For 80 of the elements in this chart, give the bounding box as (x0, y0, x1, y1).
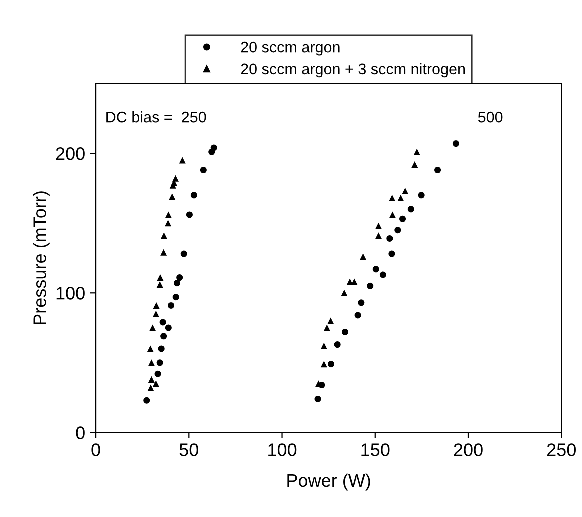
point (320, 361, 328, 368)
point (328, 318, 334, 324)
point (388, 250, 396, 258)
point (320, 342, 328, 350)
y-tick-label: 0 (76, 426, 85, 440)
point (400, 216, 406, 222)
x-tick-label: 200 (454, 444, 483, 456)
point (152, 380, 160, 388)
point (375, 222, 382, 230)
point (186, 212, 193, 218)
point (389, 194, 396, 202)
point (408, 206, 414, 213)
point (328, 361, 335, 368)
point (414, 148, 420, 156)
point (452, 140, 460, 148)
x-tick-label: 250 (547, 444, 576, 456)
point (144, 397, 150, 404)
point (153, 302, 160, 309)
point (324, 324, 330, 332)
point (168, 302, 175, 309)
point (172, 175, 179, 182)
point (342, 328, 348, 336)
point (389, 212, 396, 218)
y-tick-label: 200 (56, 147, 85, 160)
point (386, 235, 394, 242)
point (394, 227, 402, 234)
point (150, 324, 156, 332)
x-tick-label: 50 (180, 444, 198, 456)
point (147, 346, 154, 352)
point (160, 249, 168, 256)
point (334, 342, 341, 348)
x-tick-label: 0 (92, 444, 100, 456)
point (314, 396, 322, 402)
point (341, 290, 348, 296)
point (165, 324, 172, 332)
point (176, 274, 184, 282)
point (165, 212, 172, 218)
x-tick-label: 100 (268, 444, 297, 456)
point (398, 194, 404, 202)
x-axis-title: Power (W) (288, 474, 370, 491)
point (200, 167, 207, 174)
point (160, 232, 168, 240)
point (180, 250, 188, 258)
point (367, 282, 374, 290)
legend-label: 20 sccm argon + 3 sccm nitrogen (241, 63, 466, 78)
point (372, 266, 380, 273)
point (360, 254, 367, 260)
point (160, 319, 166, 326)
point (434, 167, 442, 174)
y-tick-label: 100 (56, 287, 85, 300)
point (380, 272, 386, 278)
annotation: DC bias = 250 (106, 112, 206, 123)
point (152, 310, 160, 318)
point (148, 376, 155, 383)
point (412, 161, 418, 168)
point (148, 360, 155, 366)
point (354, 312, 362, 319)
legend-label: 20 sccm argon (241, 42, 340, 56)
point (154, 370, 162, 378)
point (402, 188, 409, 194)
point (351, 278, 358, 286)
point (156, 360, 164, 366)
point (169, 194, 176, 200)
point (358, 300, 365, 306)
point (172, 294, 180, 301)
point (210, 144, 218, 152)
x-tick-label: 150 (362, 444, 390, 456)
point (179, 157, 186, 164)
annotation: 500 (478, 112, 503, 123)
point (157, 274, 164, 282)
point (375, 232, 382, 240)
point (165, 220, 172, 227)
point (418, 192, 425, 199)
point (148, 384, 154, 392)
point (158, 346, 165, 352)
point (190, 192, 198, 199)
point (160, 333, 168, 340)
point (174, 280, 180, 287)
y-axis-title: Pressure (mTorr) (33, 192, 50, 324)
point (156, 282, 164, 288)
